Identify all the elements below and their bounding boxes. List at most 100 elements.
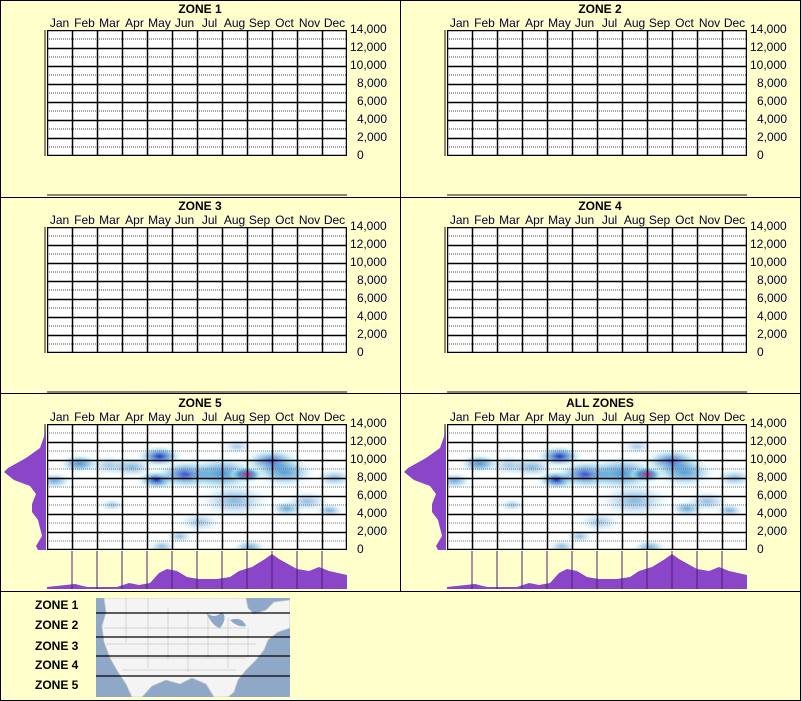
month-label: Jul <box>601 410 618 424</box>
month-label: Feb <box>74 213 95 227</box>
month-label: Apr <box>525 410 544 424</box>
month-label: Jun <box>574 213 595 227</box>
elevation-marginal-axis <box>44 227 46 353</box>
chart-panel-6: ALL ZONES Jan Feb Mar Apr May Jun Jul Aug Sep Oct N… <box>400 394 800 590</box>
month-label: Apr <box>125 16 144 30</box>
month-label: Jan <box>49 213 70 227</box>
month-label: Aug <box>623 213 646 227</box>
panel-divider-row-2 <box>0 393 801 394</box>
month-label: Jan <box>449 16 470 30</box>
month-label: Oct <box>275 16 294 30</box>
month-label: Jan <box>49 410 70 424</box>
elevation-tick-label: 6,000 <box>357 291 388 305</box>
month-label: May <box>548 213 571 227</box>
elevation-tick-label: 4,000 <box>357 506 388 520</box>
elevation-tick-label: 10,000 <box>750 255 787 269</box>
elevation-tick-label: 12,000 <box>750 237 787 251</box>
month-label: Oct <box>275 213 294 227</box>
heatmap-grid <box>447 30 747 156</box>
month-label: Nov <box>698 410 721 424</box>
elevation-tick-label: 14,000 <box>750 219 787 233</box>
month-label: Dec <box>723 410 746 424</box>
month-label: Dec <box>323 16 346 30</box>
elevation-axis: 14,000 12,000 10,000 8,000 6,000 4,000 2,000 0 <box>350 416 400 556</box>
month-label: Jul <box>201 410 218 424</box>
month-label: Aug <box>623 410 646 424</box>
elevation-axis: 14,000 12,000 10,000 8,000 6,000 4,000 2,000 0 <box>750 22 800 162</box>
elevation-tick-label: 8,000 <box>357 76 388 90</box>
heatmap-grid <box>47 30 347 156</box>
elevation-tick-label: 0 <box>357 345 364 359</box>
month-marginal-axis <box>447 391 747 393</box>
zone-legend: ZONE 1 ZONE 2 ZONE 3 ZONE 4 ZONE 5 <box>0 592 801 700</box>
month-label: Jun <box>174 213 195 227</box>
month-axis: Jan Feb Mar Apr May Jun Jul Aug Sep Oct Nov Dec <box>447 16 747 30</box>
month-label: Feb <box>474 213 495 227</box>
month-label: Mar <box>99 410 120 424</box>
month-label: Feb <box>74 16 95 30</box>
month-label: Sep <box>248 410 271 424</box>
month-axis: Jan Feb Mar Apr May Jun Jul Aug Sep Oct Nov Dec <box>47 410 347 424</box>
month-label: Oct <box>675 213 694 227</box>
legend-zone-1: ZONE 1 <box>35 598 79 612</box>
elevation-tick-label: 4,000 <box>757 309 788 323</box>
legend-zone-5: ZONE 5 <box>35 678 79 692</box>
month-label: Dec <box>723 16 746 30</box>
month-label: Jun <box>174 410 195 424</box>
elevation-axis: 14,000 12,000 10,000 8,000 6,000 4,000 2,000 0 <box>350 22 400 162</box>
month-label: May <box>548 410 571 424</box>
elevation-tick-label: 10,000 <box>350 58 387 72</box>
elevation-tick-label: 10,000 <box>350 452 387 466</box>
month-label: Mar <box>99 16 120 30</box>
elevation-tick-label: 8,000 <box>357 470 388 484</box>
month-label: Jun <box>574 16 595 30</box>
elevation-tick-label: 2,000 <box>757 327 788 341</box>
panel-title: ZONE 1 <box>178 2 222 16</box>
month-label: Jan <box>449 410 470 424</box>
elevation-tick-label: 14,000 <box>350 219 387 233</box>
month-label: Mar <box>499 410 520 424</box>
month-label: Oct <box>675 16 694 30</box>
elevation-tick-label: 10,000 <box>350 255 387 269</box>
elevation-tick-label: 2,000 <box>357 327 388 341</box>
month-label: Nov <box>298 213 321 227</box>
elevation-tick-label: 12,000 <box>750 40 787 54</box>
month-label: Jul <box>601 16 618 30</box>
elevation-tick-label: 8,000 <box>757 273 788 287</box>
chart-panel-2: ZONE 2 Jan Feb Mar Apr May Jun Jul Aug Sep Oct Nov D… <box>400 0 800 196</box>
elevation-tick-label: 10,000 <box>750 452 787 466</box>
month-label: Oct <box>675 410 694 424</box>
elevation-tick-label: 12,000 <box>350 434 387 448</box>
elevation-density-curve <box>4 424 46 550</box>
elevation-tick-label: 6,000 <box>757 488 788 502</box>
panel-title: ZONE 5 <box>178 396 222 410</box>
panel-divider-row-3 <box>0 591 801 592</box>
month-label: Oct <box>275 410 294 424</box>
month-marginal-axis <box>447 194 747 196</box>
chart-panel-3: ZONE 3 Jan Feb Mar Apr May Jun Jul Aug Sep Oct Nov D… <box>0 197 400 393</box>
heatmap-grid <box>47 424 347 550</box>
month-label: May <box>148 410 171 424</box>
heatmap-grid <box>47 227 347 353</box>
month-label: Dec <box>723 213 746 227</box>
month-marginal-axis <box>47 391 347 393</box>
elevation-tick-label: 14,000 <box>750 416 787 430</box>
elevation-tick-label: 2,000 <box>757 524 788 538</box>
elevation-tick-label: 0 <box>757 345 764 359</box>
elevation-tick-label: 14,000 <box>350 22 387 36</box>
heatmap-grid <box>447 227 747 353</box>
month-label: Feb <box>474 16 495 30</box>
heatmap-grid <box>447 424 747 550</box>
legend-zone-2: ZONE 2 <box>35 618 79 632</box>
panel-divider-vertical <box>400 0 401 591</box>
elevation-tick-label: 0 <box>757 148 764 162</box>
elevation-tick-label: 12,000 <box>750 434 787 448</box>
chart-panel-4: ZONE 4 Jan Feb Mar Apr May Jun Jul Aug Sep Oct Nov D… <box>400 197 800 393</box>
elevation-tick-label: 6,000 <box>357 488 388 502</box>
month-label: Jul <box>201 16 218 30</box>
month-label: Mar <box>499 213 520 227</box>
month-label: Jan <box>49 16 70 30</box>
elevation-marginal-axis <box>44 30 46 156</box>
elevation-tick-label: 12,000 <box>350 237 387 251</box>
elevation-tick-label: 6,000 <box>757 291 788 305</box>
